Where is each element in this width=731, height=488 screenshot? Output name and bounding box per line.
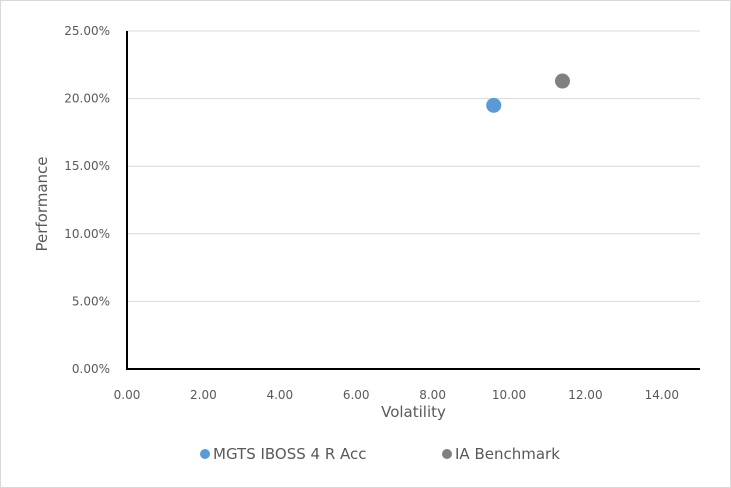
legend: MGTS IBOSS 4 R Acc IA Benchmark bbox=[200, 445, 560, 463]
legend-marker bbox=[442, 449, 452, 459]
data-point-ia-benchmark bbox=[554, 73, 570, 89]
x-tick-label: 14.00 bbox=[645, 388, 679, 402]
x-tick-label: 6.00 bbox=[343, 388, 370, 402]
x-axis-title: Volatility bbox=[381, 403, 446, 421]
data-point-mgts-iboss bbox=[486, 97, 502, 113]
y-tick-label: 15.00% bbox=[64, 159, 110, 173]
y-tick-label: 10.00% bbox=[64, 227, 110, 241]
x-tick-label: 2.00 bbox=[190, 388, 217, 402]
legend-label: MGTS IBOSS 4 R Acc bbox=[213, 445, 367, 463]
legend-item: MGTS IBOSS 4 R Acc bbox=[200, 445, 367, 463]
x-tick-label: 12.00 bbox=[568, 388, 602, 402]
legend-label: IA Benchmark bbox=[455, 445, 560, 463]
x-tick-labels: 0.00 2.00 4.00 6.00 8.00 10.00 12.00 14.00 bbox=[114, 388, 679, 402]
y-tick-label: 0.00% bbox=[72, 362, 110, 376]
x-tick-label: 0.00 bbox=[114, 388, 141, 402]
data-points bbox=[486, 73, 570, 113]
x-tick-label: 8.00 bbox=[419, 388, 446, 402]
y-tick-label: 5.00% bbox=[72, 294, 110, 308]
y-tick-label: 25.00% bbox=[64, 24, 110, 38]
gridlines bbox=[127, 30, 700, 302]
x-tick-label: 10.00 bbox=[492, 388, 526, 402]
legend-item: IA Benchmark bbox=[442, 445, 560, 463]
y-axis-title: Performance bbox=[33, 156, 51, 251]
x-tick-label: 4.00 bbox=[266, 388, 293, 402]
y-tick-label: 20.00% bbox=[64, 92, 110, 106]
y-tick-labels: 0.00% 5.00% 10.00% 15.00% 20.00% 25.00% bbox=[64, 24, 110, 376]
legend-marker bbox=[200, 449, 210, 459]
